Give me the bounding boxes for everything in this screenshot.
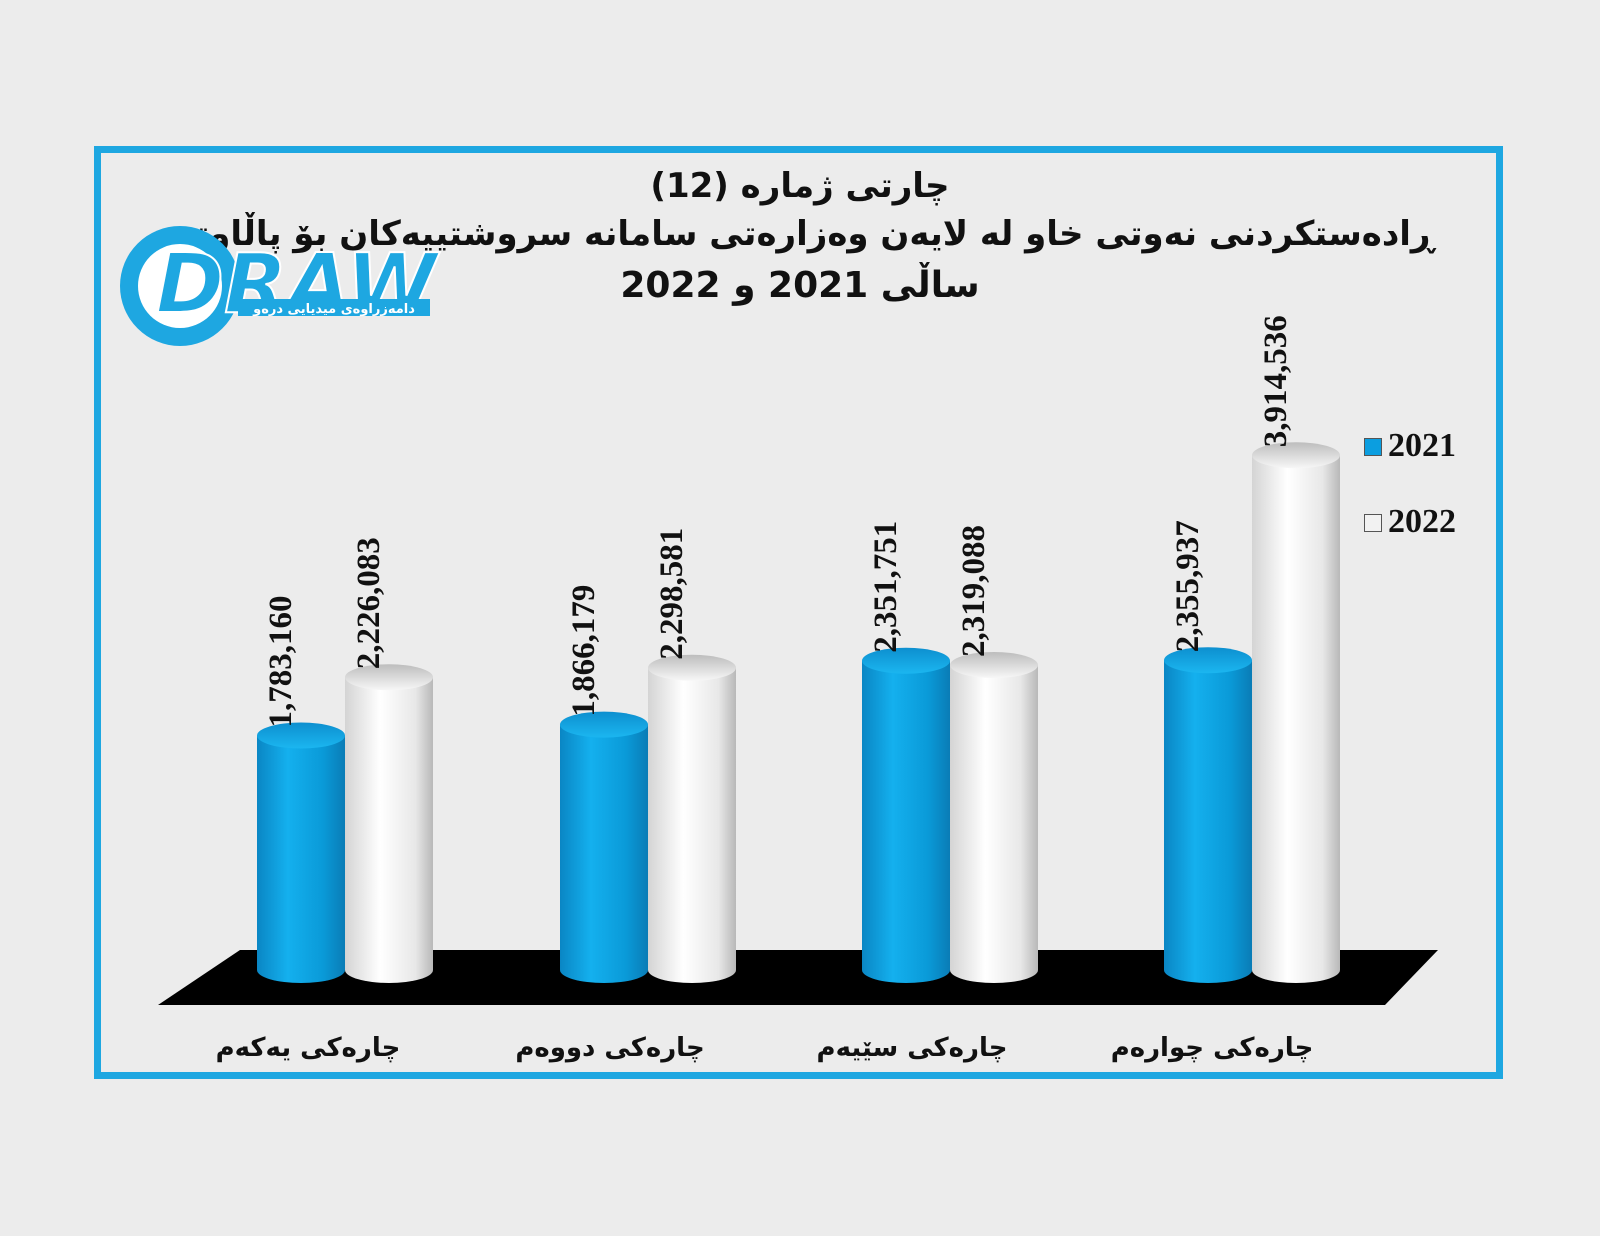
bar-body: [1164, 660, 1252, 983]
value-label-2021-q1: 1,783,160: [263, 596, 299, 728]
bar-top: [560, 711, 648, 738]
category-label-q2: چارەکی دووەم: [515, 1033, 705, 1063]
logo-wordmark: DRAW: [156, 237, 440, 332]
bar-2021-q3: [862, 647, 950, 983]
bar-body: [950, 665, 1038, 983]
value-label-2022-q3: 2,319,088: [956, 525, 992, 657]
bar-top: [950, 652, 1038, 679]
bar-body: [648, 667, 736, 983]
value-label-2022-q2: 2,298,581: [654, 528, 690, 660]
value-label-2021-q4: 2,355,937: [1170, 520, 1206, 652]
bar-top: [648, 654, 736, 681]
category-label-q4: چارەکی چوارەم: [1110, 1033, 1314, 1063]
bar-top: [1252, 442, 1340, 469]
chart-floor: [158, 950, 1438, 1005]
logo-inner-circle: [138, 244, 222, 328]
bar-body: [1252, 455, 1340, 983]
logo-tagline-bar: [238, 299, 430, 316]
category-label-q1: چارەکی یەکەم: [215, 1033, 401, 1063]
bar-2022-q4: [1252, 442, 1340, 983]
value-label-2022-q1: 2,226,083: [351, 537, 387, 669]
bar-top: [1164, 647, 1252, 674]
bar-2022-q1: [345, 664, 433, 983]
value-label-2021-q3: 2,351,751: [868, 521, 904, 653]
bar-body: [257, 735, 345, 983]
chart-subtitle-years: ساڵی 2021 و 2022: [620, 265, 980, 306]
bar-body: [560, 724, 648, 983]
value-label-2021-q2: 1,866,179: [566, 585, 602, 717]
bar-2022-q2: [648, 654, 736, 983]
chart-subtitle: ڕادەستکردنی نەوتی خاو لە لایەن وەزارەتی …: [165, 214, 1435, 254]
bar-top: [345, 664, 433, 691]
legend-swatch-2022: [1364, 514, 1382, 532]
bar-2021-q2: [560, 711, 648, 983]
chart-title: چارتی ژماره (12): [650, 166, 950, 206]
bar-body: [862, 660, 950, 983]
bar-2022-q3: [950, 652, 1038, 983]
legend-label-2022: 2022: [1388, 503, 1456, 540]
bar-2021-q4: [1164, 647, 1252, 983]
bar-top: [257, 722, 345, 749]
legend-label-2021: 2021: [1388, 427, 1456, 464]
logo-tagline: دامەزراوەی میدیایی درەو: [252, 302, 415, 317]
bar-body: [345, 677, 433, 983]
value-label-2022-q4: 3,914,536: [1258, 315, 1294, 447]
category-label-q3: چارەکی سێیەم: [816, 1033, 1008, 1063]
bar-2021-q1: [257, 722, 345, 983]
bar-top: [862, 647, 950, 674]
draw-logo: DRAW دامەزراوەی میدیایی درەو: [120, 226, 441, 346]
legend-swatch-2021: [1364, 438, 1382, 456]
